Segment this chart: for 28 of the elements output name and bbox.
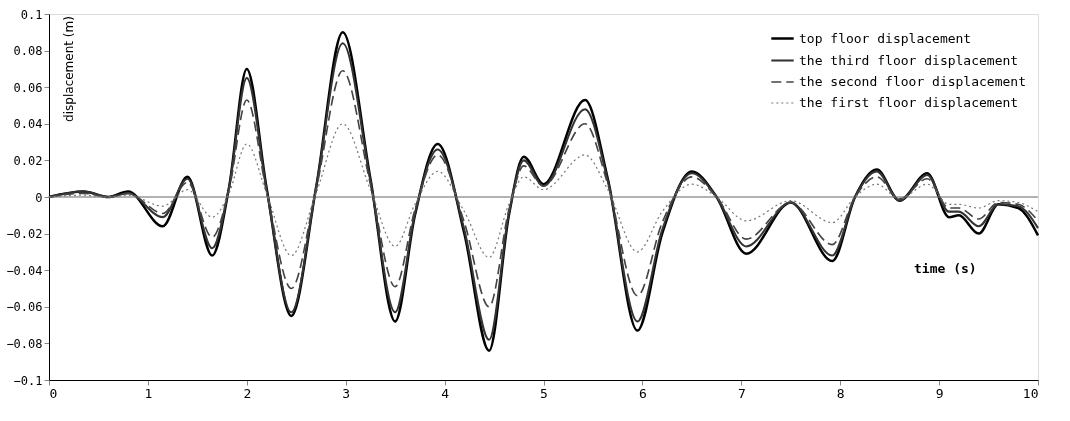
y-axis-title: displacement (m): [62, 16, 76, 122]
x-tick-label: 4: [441, 385, 450, 401]
x-tick-label: 0: [49, 385, 58, 401]
y-tick-label: −0.02: [6, 227, 43, 242]
y-tick-label: −0.06: [6, 300, 43, 315]
x-tick-label: 5: [540, 385, 548, 401]
y-tick-label: 0: [35, 190, 43, 205]
y-tick-label: −0.04: [6, 263, 43, 278]
x-tick-label: 2: [243, 385, 252, 401]
legend-label: the first floor displacement: [799, 95, 1019, 110]
x-tick-label: 7: [737, 385, 746, 401]
y-tick-label: 0.04: [13, 117, 43, 132]
x-tick-label: 1: [144, 385, 153, 401]
y-tick-label: −0.1: [13, 373, 43, 388]
y-tick-label: 0.08: [13, 44, 43, 59]
x-tick-label: 6: [638, 385, 647, 401]
x-tick-label: 9: [935, 385, 944, 401]
y-tick-label: 0.1: [20, 7, 43, 22]
legend-label: the second floor displacement: [799, 74, 1026, 89]
x-tick-label: 8: [836, 385, 845, 401]
y-tick-label: 0.02: [13, 153, 43, 168]
y-tick-label: −0.08: [6, 336, 43, 351]
legend-label: top floor displacement: [799, 30, 972, 46]
y-tick-label: 0.06: [13, 80, 43, 95]
x-tick-label: 10: [1022, 385, 1039, 401]
legend-label: the third floor displacement: [799, 52, 1019, 68]
x-axis-title: time (s): [914, 261, 977, 276]
x-tick-label: 3: [342, 385, 351, 401]
